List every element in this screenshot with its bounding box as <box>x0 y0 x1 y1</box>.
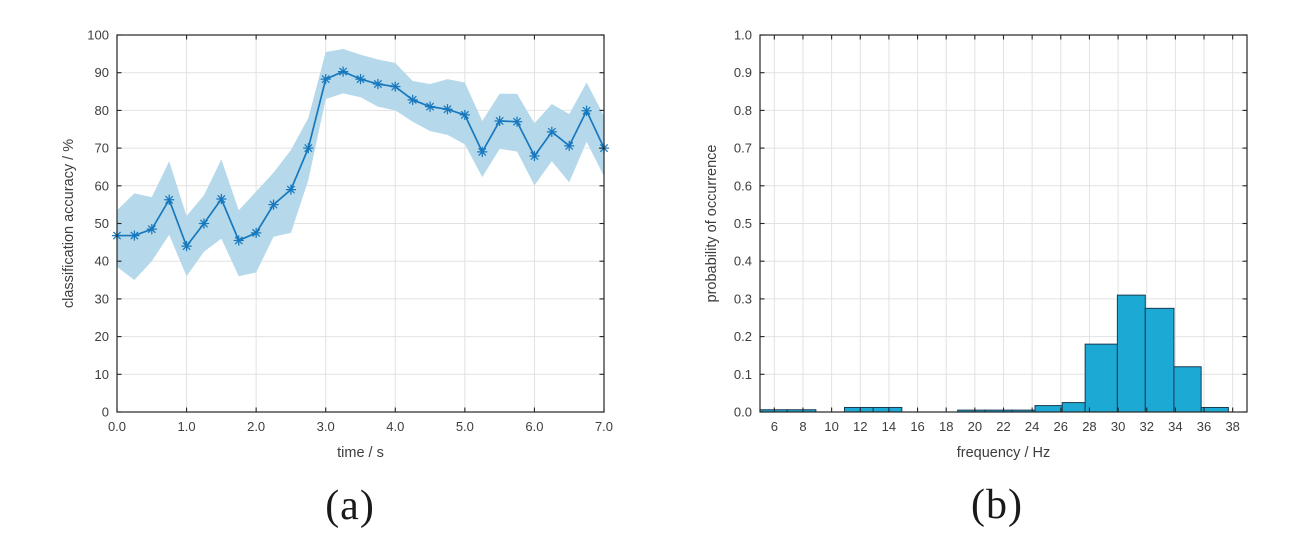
histogram-bar <box>1034 405 1063 413</box>
x-axis-label: time / s <box>337 445 384 461</box>
histogram-bar <box>1061 402 1086 413</box>
x-tick-label: 6 <box>771 419 778 434</box>
y-tick-label: 0.7 <box>734 141 752 156</box>
x-tick-label: 14 <box>882 419 896 434</box>
y-tick-label: 90 <box>95 65 109 80</box>
x-axis-label: frequency / Hz <box>957 445 1051 461</box>
x-tick-label: 10 <box>824 419 838 434</box>
confidence-band <box>117 48 604 281</box>
y-tick-label: 0.6 <box>734 178 752 193</box>
y-tick-label: 0.8 <box>734 103 752 118</box>
y-tick-label: 0.2 <box>734 329 752 344</box>
panel-b-histogram: 6 8 10 12 14 16 18 20 22 24 26 28 30 32 34 36 38 0.0 0.1 0.… <box>704 28 1248 461</box>
x-tick-label: 30 <box>1111 419 1125 434</box>
y-tick-label: 0.0 <box>734 405 752 420</box>
y-tick-label: 0 <box>102 405 109 420</box>
x-tick-label: 5.0 <box>456 419 474 434</box>
y-tick-label: 40 <box>95 254 109 269</box>
histogram-bar <box>844 406 874 413</box>
y-tick-label: 0.4 <box>734 254 752 269</box>
panel-a-line-chart: 0.0 1.0 2.0 3.0 4.0 5.0 6.0 7.0 0 10 20 30 40 50 60 70 8… <box>61 28 613 462</box>
panel-a-caption: (a) <box>325 483 375 529</box>
x-tick-label: 18 <box>939 419 953 434</box>
y-tick-label: 0.9 <box>734 65 752 80</box>
histogram-bar <box>1084 343 1118 413</box>
x-tick-label: 4.0 <box>386 419 404 434</box>
x-tick-label: 38 <box>1225 419 1239 434</box>
y-tick-label: 10 <box>95 367 109 382</box>
x-tick-label: 26 <box>1054 419 1068 434</box>
y-tick-label: 60 <box>95 178 109 193</box>
y-tick-label: 80 <box>95 103 109 118</box>
x-tick-label: 7.0 <box>595 419 613 434</box>
x-tick-label: 28 <box>1082 419 1096 434</box>
y-tick-label: 30 <box>95 291 109 306</box>
x-tick-label: 24 <box>1025 419 1039 434</box>
y-tick-label: 0.3 <box>734 291 752 306</box>
y-tick-label: 70 <box>95 141 109 156</box>
x-tick-label: 2.0 <box>247 419 265 434</box>
x-tick-label: 8 <box>799 419 806 434</box>
x-tick-label: 16 <box>910 419 924 434</box>
x-tick-label: 20 <box>968 419 982 434</box>
tick-labels: 6 8 10 12 14 16 18 20 22 24 26 28 30 32 34 36 38 0.0 0.1 0.… <box>734 28 1240 435</box>
x-tick-label: 36 <box>1197 419 1211 434</box>
histogram-bar <box>1173 366 1202 413</box>
tick-marks <box>760 34 1247 413</box>
histogram-bar <box>1116 294 1146 413</box>
x-tick-label: 6.0 <box>525 419 543 434</box>
histogram-bar <box>872 406 903 413</box>
y-axis-label: classification accuracy / % <box>61 139 77 308</box>
x-tick-label: 0.0 <box>108 419 126 434</box>
x-tick-label: 3.0 <box>317 419 335 434</box>
y-tick-label: 0.1 <box>734 367 752 382</box>
tick-marks <box>116 34 605 413</box>
histogram-bar <box>1144 307 1175 413</box>
y-tick-label: 1.0 <box>734 28 752 43</box>
y-tick-label: 100 <box>87 28 109 43</box>
histogram-bar <box>1200 406 1229 413</box>
y-axis-label: probability of occurrence <box>704 145 720 303</box>
bars-group <box>759 294 1229 413</box>
x-tick-label: 34 <box>1168 419 1182 434</box>
y-tick-label: 50 <box>95 216 109 231</box>
y-tick-label: 20 <box>95 329 109 344</box>
x-tick-label: 1.0 <box>178 419 196 434</box>
x-tick-label: 32 <box>1140 419 1154 434</box>
x-tick-label: 22 <box>996 419 1010 434</box>
y-tick-label: 0.5 <box>734 216 752 231</box>
panel-b-caption: (b) <box>971 482 1023 528</box>
tick-labels: 0.0 1.0 2.0 3.0 4.0 5.0 6.0 7.0 0 10 20 30 40 50 60 70 8… <box>87 28 613 435</box>
x-tick-label: 12 <box>853 419 867 434</box>
